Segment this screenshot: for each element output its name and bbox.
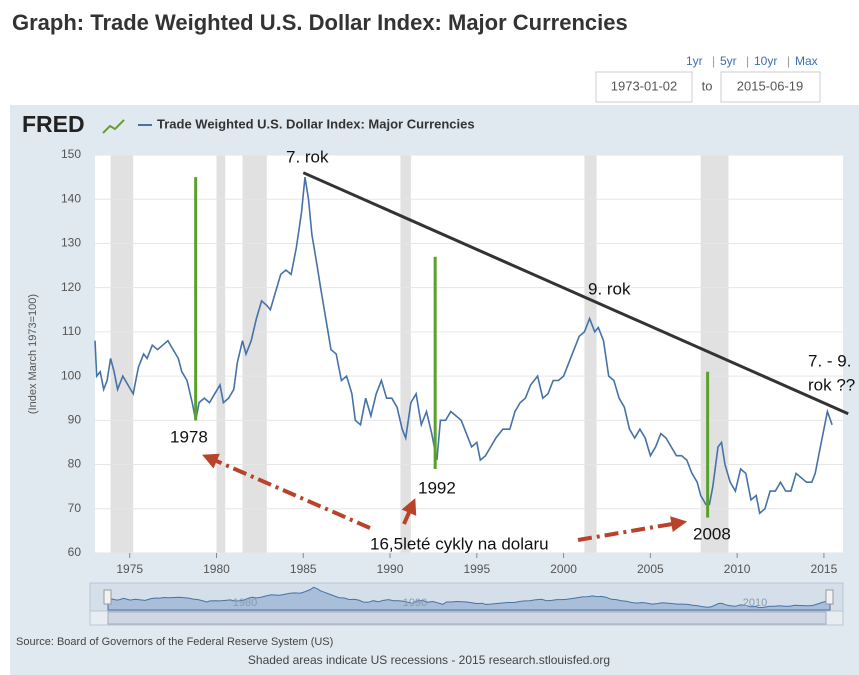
source: Source: Board of Governors of the Federa… bbox=[16, 636, 333, 648]
scroll-thumb[interactable] bbox=[107, 611, 827, 625]
annotation: 7. rok bbox=[286, 147, 329, 166]
y-tick-label: 100 bbox=[61, 368, 81, 382]
y-axis-label: (Index March 1973=100) bbox=[27, 294, 39, 414]
navigator-handle[interactable] bbox=[825, 589, 834, 605]
x-tick-label: 1995 bbox=[463, 562, 490, 576]
page-title: Graph: Trade Weighted U.S. Dollar Index:… bbox=[12, 10, 628, 35]
recession-band bbox=[400, 155, 411, 553]
x-tick-label: 2010 bbox=[724, 562, 751, 576]
range-link[interactable]: 1yr bbox=[686, 54, 703, 68]
navigator-tick-label: 1990 bbox=[403, 597, 427, 609]
annotation: 9. rok bbox=[588, 279, 631, 298]
arrow bbox=[202, 453, 371, 530]
fred-logo: FRED bbox=[22, 111, 85, 137]
x-tick-label: 1975 bbox=[116, 562, 143, 576]
navigator-tick-label: 1980 bbox=[233, 597, 257, 609]
arrow bbox=[577, 516, 688, 542]
to-label: to bbox=[702, 78, 713, 93]
range-link[interactable]: 5yr bbox=[720, 54, 737, 68]
y-tick-label: 110 bbox=[62, 324, 81, 338]
recession-band bbox=[110, 155, 134, 553]
x-tick-label: 1980 bbox=[203, 562, 230, 576]
navigator-chart: 1980 1990 2010 bbox=[103, 586, 834, 625]
x-tick-label: 1985 bbox=[290, 562, 317, 576]
navigator-tick-label: 2010 bbox=[743, 597, 767, 609]
y-tick-label: 90 bbox=[68, 413, 82, 427]
annotation: 2008 bbox=[693, 524, 731, 543]
y-tick-label: 120 bbox=[61, 280, 81, 294]
x-tick-label: 2005 bbox=[637, 562, 664, 576]
y-tick-label: 70 bbox=[68, 501, 82, 515]
annotation: 16,5leté cykly na dolaru bbox=[370, 534, 549, 553]
legend-label: Trade Weighted U.S. Dollar Index: Major … bbox=[157, 116, 475, 131]
plot: 60 70 80 90 100 110 120 130 140 150 1975 1980 1985 19… bbox=[61, 147, 849, 576]
navigator-area bbox=[107, 586, 831, 611]
arrow bbox=[401, 498, 417, 525]
navigator-handle[interactable] bbox=[103, 589, 112, 605]
annotation: rok ?? bbox=[808, 375, 855, 394]
y-tick-label: 150 bbox=[61, 147, 81, 161]
logo-icon bbox=[102, 119, 125, 134]
recession-band bbox=[216, 155, 226, 553]
x-tick-label: 2000 bbox=[550, 562, 577, 576]
x-tick-label: 2015 bbox=[811, 562, 838, 576]
range-link[interactable]: Max bbox=[795, 54, 818, 68]
range-separator: | bbox=[712, 54, 715, 68]
x-tick-label: 1990 bbox=[377, 562, 404, 576]
start-date[interactable]: 1973-01-02 bbox=[611, 78, 678, 93]
range-link[interactable]: 10yr bbox=[754, 54, 777, 68]
y-tick-label: 60 bbox=[68, 545, 82, 559]
annotation: 1992 bbox=[418, 478, 456, 497]
range-separator: | bbox=[787, 54, 790, 68]
range-separator: | bbox=[746, 54, 749, 68]
annotation: 1978 bbox=[170, 427, 208, 446]
y-tick-label: 130 bbox=[61, 236, 81, 250]
recession-band bbox=[584, 155, 597, 553]
data-line bbox=[94, 176, 833, 515]
annotation-line bbox=[302, 171, 849, 416]
annotation: 7. - 9. bbox=[808, 351, 851, 370]
arrows bbox=[202, 453, 688, 542]
note: Shaded areas indicate US recessions - 20… bbox=[248, 653, 610, 667]
y-tick-label: 140 bbox=[61, 191, 81, 205]
end-date-box[interactable] bbox=[720, 71, 821, 103]
end-date[interactable]: 2015-06-19 bbox=[737, 78, 804, 93]
plot-area bbox=[95, 155, 843, 553]
y-tick-label: 80 bbox=[68, 457, 82, 471]
start-date-box[interactable] bbox=[595, 71, 693, 103]
